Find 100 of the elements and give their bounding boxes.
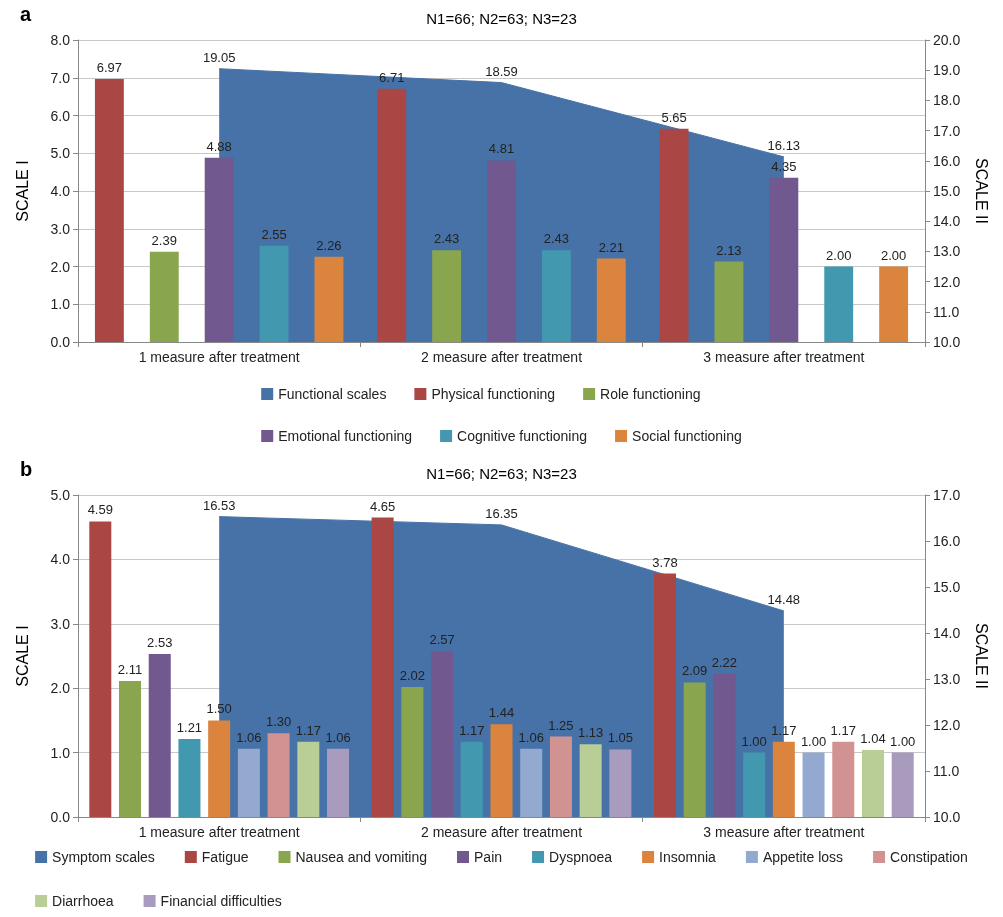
data-label: 1.21 (176, 720, 203, 736)
data-label: 2.43 (543, 231, 570, 247)
y-tick-label: 3.0 (50, 615, 71, 632)
legend-label: Appetite loss (762, 849, 844, 865)
bar (149, 251, 179, 342)
bar (119, 681, 142, 817)
data-label: 1.44 (488, 705, 515, 721)
data-label: 1.17 (459, 722, 485, 738)
y-tick-label: 7.0 (50, 69, 71, 86)
y-tick-label: 5.0 (50, 145, 71, 162)
data-label: 1.06 (236, 729, 262, 745)
bar (879, 266, 909, 342)
x-tick-label: 2 measure after treatment (420, 824, 583, 840)
y-tick-label: 6.0 (50, 107, 71, 124)
y2-tick-label: 18.0 (933, 92, 961, 109)
data-label: 16.13 (767, 137, 801, 153)
y2-axis-title: SCALE II (972, 623, 990, 689)
bar (314, 256, 344, 342)
bar (520, 748, 543, 817)
data-label: 1.00 (800, 733, 827, 749)
y2-tick-label: 11.0 (933, 763, 960, 779)
legend-label: Nausea and vomiting (295, 849, 428, 865)
y-tick-label: 1.0 (50, 296, 71, 313)
legend-label: Diarrhoea (52, 893, 114, 909)
legend-label: Fatigue (201, 849, 249, 865)
data-label: 2.55 (261, 226, 287, 242)
bar (653, 573, 676, 817)
legend-label: Social functioning (632, 428, 742, 444)
bar (267, 733, 290, 817)
data-label: 2.00 (880, 247, 907, 263)
y2-tick-label: 14.0 (933, 625, 961, 641)
bar (487, 160, 516, 342)
y2-tick-label: 12.0 (933, 273, 961, 290)
data-label: 6.97 (96, 59, 123, 75)
y2-tick-label: 16.0 (933, 152, 961, 169)
data-label: 2.21 (598, 239, 624, 255)
bar (772, 741, 795, 817)
x-tick-label: 3 measure after treatment (703, 349, 865, 365)
data-label: 1.25 (548, 717, 574, 733)
data-label: 4.59 (87, 502, 113, 518)
legend-label: Symptom scales (52, 849, 155, 865)
data-label: 1.04 (860, 731, 886, 747)
y-axis-title: SCALE I (13, 160, 31, 222)
y2-tick-label: 13.0 (933, 243, 961, 260)
legend-label: Physical functioning (431, 386, 556, 402)
data-label: 4.65 (369, 498, 396, 514)
bar (208, 720, 231, 817)
data-label: 3.78 (652, 554, 678, 570)
data-label: 18.59 (485, 63, 518, 79)
bar (891, 752, 914, 817)
bar (683, 682, 706, 817)
bar (432, 250, 462, 342)
data-label: 2.11 (117, 662, 143, 678)
y-tick-label: 0.0 (50, 809, 71, 825)
bar (327, 748, 350, 817)
y2-tick-label: 10.0 (933, 334, 961, 350)
chart-title: N1=66; N2=63; N3=23 (426, 10, 577, 27)
data-label: 1.00 (741, 733, 767, 749)
bar (89, 521, 112, 817)
y2-tick-label: 15.0 (933, 183, 961, 199)
data-label: 2.22 (711, 655, 738, 671)
y2-tick-label: 13.0 (933, 671, 961, 687)
data-label: 1.05 (607, 730, 634, 746)
y2-tick-label: 17.0 (933, 122, 961, 139)
legend-label: Cognitive functioning (457, 428, 588, 444)
data-label: 1.17 (295, 722, 321, 738)
x-tick-label: 3 measure after treatment (703, 824, 865, 840)
y-tick-label: 4.0 (50, 551, 71, 568)
legend-label: Pain (474, 849, 503, 865)
data-label: 2.39 (151, 232, 177, 248)
bar (431, 651, 454, 817)
data-label: 16.35 (485, 505, 518, 521)
y2-tick-label: 19.0 (933, 62, 961, 79)
data-label: 14.48 (767, 591, 801, 607)
y-tick-label: 0.0 (50, 334, 71, 350)
data-label: 2.57 (429, 632, 455, 648)
bar (714, 261, 744, 342)
data-label: 2.26 (316, 237, 342, 253)
data-label: 1.17 (830, 722, 856, 738)
bar (596, 258, 626, 342)
bar (204, 157, 234, 342)
y-tick-label: 2.0 (50, 680, 71, 697)
bar (579, 744, 602, 817)
bar (259, 245, 289, 342)
bar (237, 748, 260, 817)
bar (148, 654, 171, 817)
y2-axis-title: SCALE II (972, 158, 990, 224)
data-label: 2.02 (399, 667, 426, 683)
bar (371, 517, 394, 817)
y2-tick-label: 17.0 (933, 487, 961, 503)
x-tick-label: 2 measure after treatment (420, 349, 583, 365)
bar (401, 686, 424, 817)
bar (377, 88, 407, 342)
legend-label: Financial difficulties (160, 893, 282, 909)
y2-tick-label: 15.0 (933, 579, 961, 595)
bar (832, 741, 855, 817)
data-label: 1.06 (325, 729, 351, 745)
data-label: 19.05 (202, 49, 236, 65)
legend-label: Insomnia (659, 849, 717, 865)
bar (769, 177, 799, 342)
